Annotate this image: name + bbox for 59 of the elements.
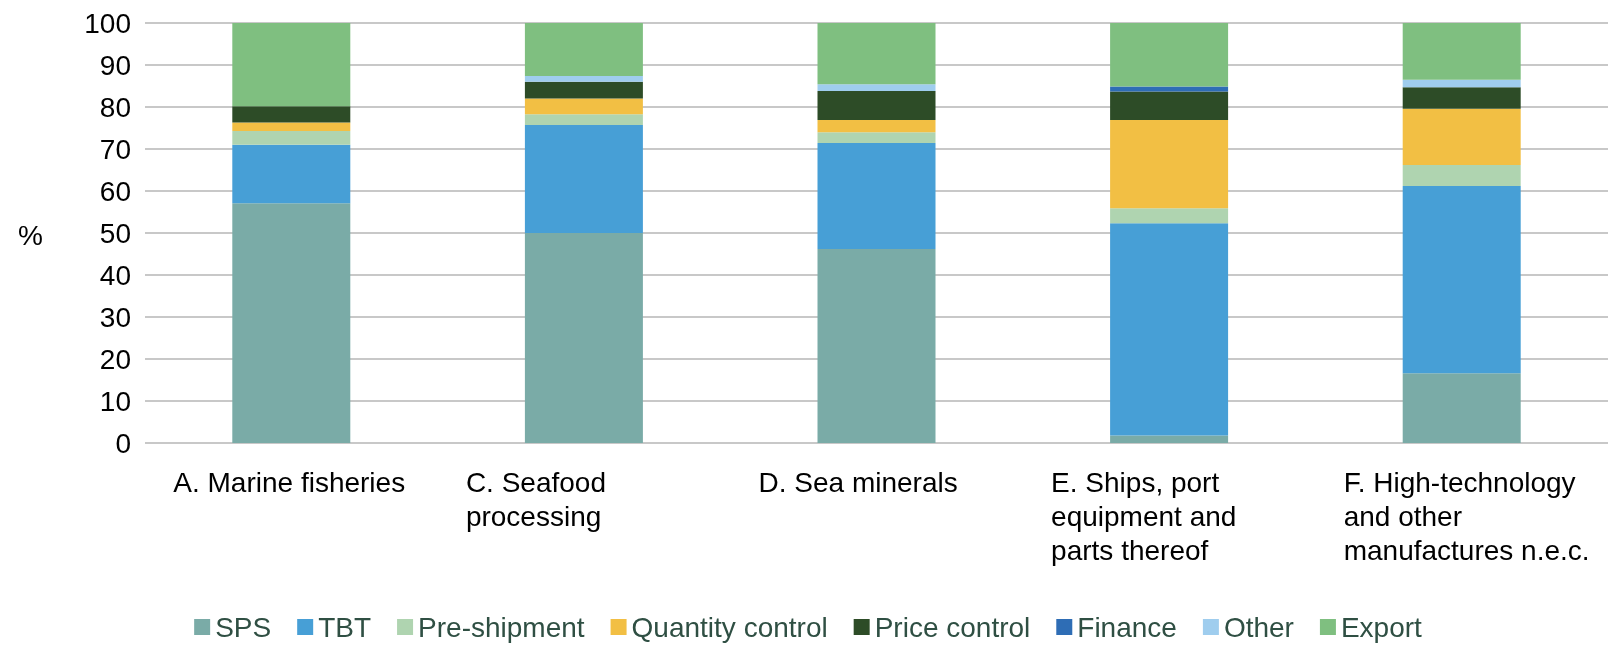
bar — [1402, 23, 1521, 80]
legend-label: SPS — [215, 611, 272, 643]
bar — [1110, 208, 1229, 224]
bar — [817, 248, 936, 443]
y-axis-title: % — [18, 219, 43, 251]
bar — [817, 91, 936, 121]
bar — [524, 23, 643, 76]
bar — [232, 203, 351, 443]
bar — [817, 84, 936, 92]
bar — [1110, 86, 1229, 92]
x-tick-label: C. Seafood processing — [465, 466, 614, 532]
y-tick-label: 40 — [99, 259, 131, 291]
bar — [817, 132, 936, 144]
bar — [524, 233, 643, 443]
bar — [817, 143, 936, 249]
y-tick-label: 70 — [99, 133, 131, 165]
legend-label: Quantity control — [631, 611, 828, 643]
legend-label: Pre-shipment — [418, 611, 585, 643]
bar — [817, 23, 936, 85]
bar — [817, 120, 936, 133]
bar — [232, 144, 351, 204]
bar — [1110, 435, 1229, 443]
legend-label: Other — [1223, 611, 1294, 643]
bar — [1402, 108, 1521, 165]
y-tick-label: 10 — [99, 385, 131, 417]
bar — [1402, 79, 1521, 88]
bar — [232, 130, 351, 145]
x-tick-label: F. High-technology and other manufactures n.e.c. — [1343, 466, 1590, 566]
bar — [232, 106, 351, 123]
x-tick-label: E. Ships, port equipment and parts thereof — [1051, 466, 1245, 566]
bar — [232, 23, 351, 107]
bar — [1110, 23, 1229, 87]
bar — [524, 125, 643, 233]
y-tick-label: 0 — [115, 427, 131, 459]
y-tick-label: 30 — [99, 301, 131, 333]
bar — [524, 81, 643, 99]
bar — [1402, 185, 1521, 374]
bar — [1110, 223, 1229, 436]
y-tick-label: 90 — [99, 49, 131, 81]
y-tick-label: 80 — [99, 91, 131, 123]
legend-label: TBT — [318, 611, 372, 643]
y-tick-label: 20 — [99, 343, 131, 375]
legend-label: Finance — [1077, 611, 1177, 643]
bar — [1110, 91, 1229, 121]
bar — [1402, 164, 1521, 186]
legend-label: Export — [1340, 611, 1423, 643]
y-tick-label: 100 — [84, 7, 131, 39]
bar — [1110, 120, 1229, 209]
bar — [524, 98, 643, 115]
bar — [232, 122, 351, 131]
y-tick-label: 50 — [99, 217, 131, 249]
x-tick-label: D. Sea minerals — [758, 466, 958, 498]
bar — [524, 114, 643, 126]
y-tick-label: 60 — [99, 175, 131, 207]
legend-label: Price control — [874, 611, 1031, 643]
x-tick-label: A. Marine fisheries — [173, 466, 406, 498]
bar — [1402, 373, 1521, 443]
bar — [1402, 87, 1521, 109]
bar — [524, 75, 643, 82]
